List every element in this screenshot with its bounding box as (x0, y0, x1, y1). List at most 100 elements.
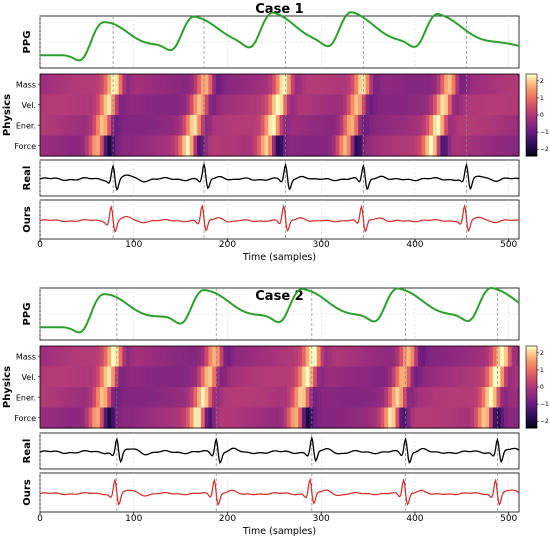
heatmap-cell (444, 94, 449, 116)
heatmap-cell (328, 135, 333, 157)
heatmap-cell (227, 115, 232, 137)
heatmap-cell (77, 407, 82, 429)
heatmap-cell (358, 94, 363, 116)
heatmap-cell (432, 346, 438, 368)
heatmap-cell (81, 407, 86, 429)
heatmap-cell (376, 135, 382, 157)
heatmap-cell (376, 407, 382, 429)
heatmap-cell (215, 94, 221, 116)
colorbar-segment (526, 76, 537, 79)
heatmap-cell (58, 346, 64, 368)
heatmap-cell (511, 387, 516, 409)
heatmap-cell (264, 366, 269, 388)
heatmap-cell (466, 74, 471, 96)
heatmap-cell (444, 74, 449, 96)
heatmap-cell (234, 115, 239, 137)
heatmap-cell (159, 387, 165, 409)
heatmap-cell (425, 94, 430, 116)
heatmap-cell (260, 115, 266, 137)
colorbar-segment (526, 407, 537, 411)
heatmap-cell (286, 366, 292, 388)
heatmap-cell (489, 366, 494, 388)
heatmap-cell (406, 94, 412, 116)
heatmap-cell (421, 407, 427, 429)
heatmap-cell (69, 366, 75, 388)
heatmap-cell (129, 387, 135, 409)
heatmap-cell (477, 94, 483, 116)
heatmap-cell (462, 407, 468, 429)
heatmap-cell (410, 346, 415, 368)
heatmap-cell (313, 366, 318, 388)
heatmap-cell (358, 346, 363, 368)
heatmap-cell (103, 135, 108, 157)
heatmap-cell (141, 94, 146, 116)
heatmap-cell (118, 135, 123, 157)
heatmap-cell (170, 135, 176, 157)
heatmap-cell (159, 115, 165, 137)
case-title: Case 2 (255, 289, 303, 304)
heatmap-cell (99, 135, 105, 157)
heatmap-cell (343, 74, 348, 96)
heatmap-cell (126, 407, 131, 429)
heatmap-cell (178, 94, 183, 116)
colorbar-segment (526, 127, 537, 130)
heatmap-cell (185, 135, 191, 157)
heatmap-cell (358, 407, 363, 429)
heatmap-cell (474, 346, 479, 368)
heatmap-cell (305, 366, 311, 388)
heatmap-cell (43, 346, 49, 368)
heatmap-cell (122, 115, 127, 137)
heatmap-cell (163, 74, 168, 96)
heatmap-cell (380, 407, 385, 429)
heatmap-cell (313, 135, 318, 157)
heatmap-cell (264, 94, 269, 116)
heatmap-cell (268, 74, 273, 96)
heatmap-cell (81, 135, 86, 157)
heatmap-cell (129, 366, 135, 388)
heatmap-cell (141, 115, 146, 137)
heatmap-cell (126, 135, 131, 157)
heatmap-cell (365, 94, 370, 116)
heatmap-cell (504, 366, 509, 388)
colorbar-segment (526, 106, 537, 110)
heatmap-cell (384, 387, 389, 409)
heatmap-cell (500, 387, 505, 409)
heatmap-cell (73, 407, 79, 429)
heatmap-cell (43, 407, 49, 429)
heatmap-cell (354, 115, 359, 137)
heatmap-cell (376, 115, 382, 137)
heatmap-cell (279, 135, 284, 157)
colorbar-segment (526, 387, 537, 390)
heatmap-cell (99, 94, 105, 116)
heatmap-cell (391, 115, 397, 137)
x-tick-label: 0 (37, 240, 43, 250)
heatmap-cell (156, 74, 161, 96)
heatmap-cell (500, 366, 505, 388)
heatmap-cell (88, 94, 93, 116)
heatmap-cell (219, 94, 224, 116)
heatmap-cell (51, 346, 56, 368)
heatmap-cell (167, 94, 172, 116)
heatmap-cell (227, 135, 232, 157)
heatmap-cell (328, 115, 333, 137)
heatmap-cell (350, 115, 355, 137)
heatmap-cell (279, 407, 284, 429)
heatmap-cell (466, 135, 471, 157)
heatmap-cell (496, 387, 501, 409)
colorbar-segment (526, 147, 537, 151)
physics-row-label: Ener. (16, 393, 36, 402)
colorbar-segment (526, 348, 537, 351)
heatmap-cell (230, 407, 236, 429)
heatmap-cell (481, 407, 486, 429)
heatmap-cell (193, 94, 198, 116)
heatmap-cell (126, 74, 131, 96)
heatmap-cell (350, 366, 355, 388)
heatmap-cell (388, 74, 393, 96)
colorbar-segment (526, 88, 537, 91)
heatmap-cell (260, 346, 266, 368)
colorbar-segment (526, 94, 537, 98)
heatmap-cell (185, 366, 191, 388)
heatmap-cell (406, 366, 412, 388)
heatmap-cell (451, 94, 456, 116)
x-tick-label: 300 (313, 240, 330, 250)
